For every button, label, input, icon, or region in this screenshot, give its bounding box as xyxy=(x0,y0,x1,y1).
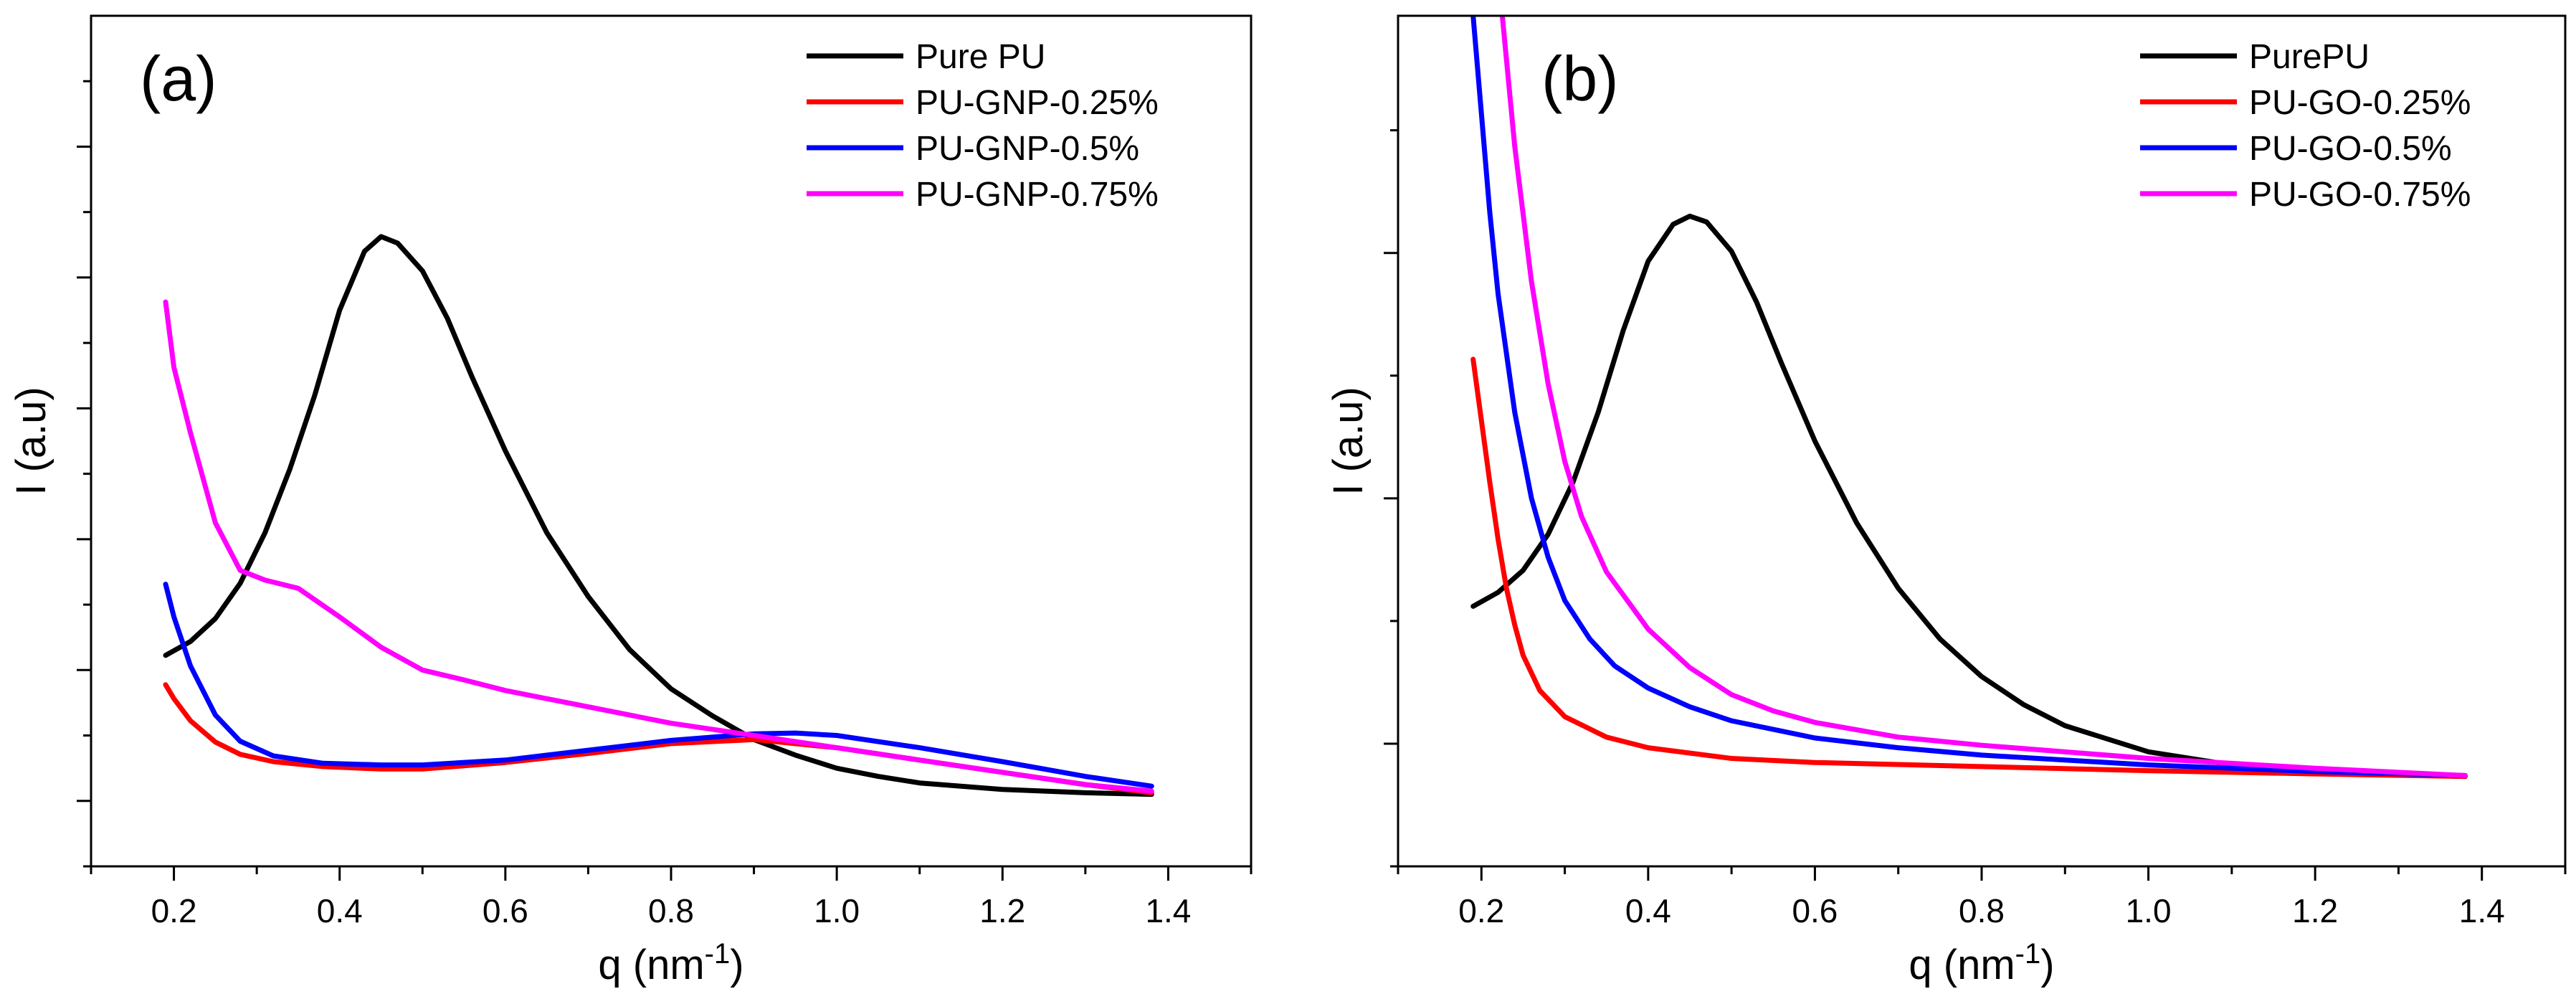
panel-b-x-tick-label: 1.4 xyxy=(2459,892,2505,929)
panel-b-legend-label-pu-go-0-75pct: PU-GO-0.75% xyxy=(2249,176,2471,214)
panel-a-legend-label-pu-gnp-0-5pct: PU-GNP-0.5% xyxy=(916,130,1139,168)
panel-b-series-layer xyxy=(1470,16,2468,780)
panel-a-x-tick-label: 1.0 xyxy=(814,892,860,929)
panel-a-series-pu-gnp-0-5pct xyxy=(163,582,1154,789)
panel-b-legend-label-purepu: PurePU xyxy=(2249,38,2370,76)
panel-a: 0.2 0.4 0.6 0.8 1.0 1.2 1.4 (a) q (nm-1) I (a.… xyxy=(8,14,1253,988)
panel-a-x-tick-label: 0.8 xyxy=(648,892,694,929)
panel-b-x-tick-label: 1.2 xyxy=(2292,892,2338,929)
panel-a-x-tick-label: 0.2 xyxy=(151,892,197,929)
panel-a-legend-label-pu-gnp-0-25pct: PU-GNP-0.25% xyxy=(916,84,1159,122)
panel-a-legend: Pure PU PU-GNP-0.25% PU-GNP-0.5% PU-GNP-0.7… xyxy=(807,38,1159,214)
panel-b-x-tick-label: 0.8 xyxy=(1959,892,2005,929)
panel-a-series-layer xyxy=(163,234,1154,797)
panel-b-y-axis-label: I (a.u) xyxy=(1325,387,1372,496)
panel-b-x-axis-label: q (nm-1) xyxy=(1909,938,2054,988)
panel-a-x-tick-label: 1.4 xyxy=(1145,892,1191,929)
panel-b-legend-label-pu-go-0-5pct: PU-GO-0.5% xyxy=(2249,130,2452,168)
panel-a-series-pure-pu xyxy=(163,234,1154,797)
panel-b-x-tick-label: 0.2 xyxy=(1458,892,1504,929)
panel-a-label: (a) xyxy=(140,43,217,114)
panel-b-x-tick-label: 1.0 xyxy=(2126,892,2172,929)
panel-a-series-pu-gnp-0-75pct xyxy=(163,299,1154,794)
panel-b-series-pu-go-0-5pct xyxy=(1470,16,2468,778)
panel-b-label: (b) xyxy=(1541,43,1619,114)
panel-a-x-tick-label: 0.4 xyxy=(317,892,363,929)
panel-b-series-pu-go-0-75pct xyxy=(1499,16,2468,778)
panel-b-tick-layer: 0.2 0.4 0.6 0.8 1.0 1.2 1.4 xyxy=(1384,129,2567,929)
panel-b-x-tick-label: 0.4 xyxy=(1625,892,1671,929)
panel-b-legend-label-pu-go-0-25pct: PU-GO-0.25% xyxy=(2249,84,2471,122)
panel-a-x-axis-label: q (nm-1) xyxy=(598,938,743,988)
panel-a-x-tick-label: 1.2 xyxy=(979,892,1025,929)
panel-b-series-purepu xyxy=(1470,213,2468,780)
panel-b: 0.2 0.4 0.6 0.8 1.0 1.2 1.4 (b) q (nm-1) I (a.… xyxy=(1325,14,2567,988)
panel-b-series-pu-go-0-25pct xyxy=(1470,356,2468,780)
panel-a-legend-label-pu-gnp-0-75pct: PU-GNP-0.75% xyxy=(916,176,1159,214)
panel-a-legend-label-pure-pu: Pure PU xyxy=(916,38,1045,76)
panel-a-x-tick-label: 0.6 xyxy=(483,892,528,929)
panel-a-y-axis-label: I (a.u) xyxy=(8,387,54,496)
panel-b-legend: PurePU PU-GO-0.25% PU-GO-0.5% PU-GO-0.75% xyxy=(2140,38,2471,214)
panel-b-x-tick-label: 0.6 xyxy=(1792,892,1838,929)
panel-a-tick-layer: 0.2 0.4 0.6 0.8 1.0 1.2 1.4 xyxy=(77,80,1253,929)
